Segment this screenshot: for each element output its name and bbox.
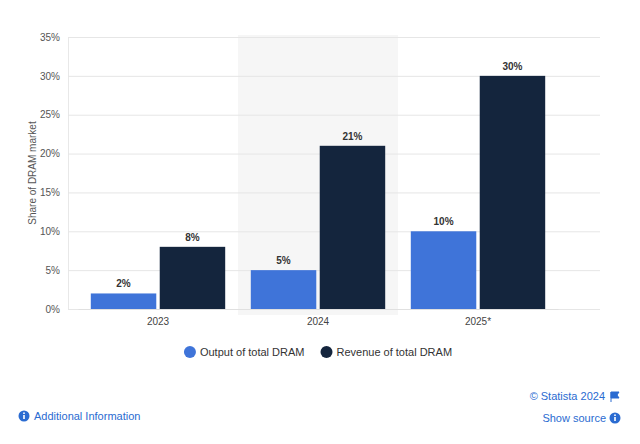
y-tick-label: 35% [40,32,60,43]
flag-icon [611,392,619,402]
bar [411,231,476,309]
y-tick-label: 25% [40,109,60,120]
icon-part [614,414,616,416]
show-source: Show source [542,412,606,424]
icon-part [610,413,621,424]
legend-item: Revenue of total DRAM [320,346,452,358]
y-tick: 35% [40,32,600,43]
y-tick-label: 0% [46,304,61,315]
x-tick: 2024 [307,316,330,327]
legend-swatch [320,346,332,358]
data-labels: 2% 5% 10% 8% 21% 30% [116,61,522,290]
icon-part [19,411,30,422]
y-tick-label: 15% [40,187,60,198]
column-highlight [238,35,398,315]
legend-item: Output of total DRAM [184,346,305,358]
copyright: © Statista 2024 [530,390,605,402]
bar [91,293,156,309]
background [0,0,640,444]
y-tick-label: 20% [40,148,60,159]
grid-line [68,37,600,38]
bar [251,270,316,309]
data-label: 10% [434,216,454,227]
x-axis: 2023 2024 2025* [79,310,559,328]
data-label: 5% [276,255,291,266]
y-tick-label: 10% [40,226,60,237]
icon-part [614,417,616,421]
bars [91,76,545,309]
grid-line [68,309,600,310]
x-tick: 2023 [147,316,170,327]
info-icon [610,413,621,424]
y-axis-line [68,38,69,310]
chart-container: 0% 5% 10% 15% 20% 25% 30% 35% Share of DRAM mark… [0,0,640,444]
info-icon [19,411,30,422]
bar [160,247,225,309]
y-axis-title: Share of DRAM market [27,121,38,225]
data-label: 2% [116,278,131,289]
legend: Output of total DRAM Revenue of total DRA… [184,346,452,358]
additional-information: Additional Information [34,410,140,422]
y-tick-label: 5% [46,265,61,276]
bar [320,146,385,309]
x-axis-line [79,309,559,310]
data-label: 30% [502,61,522,72]
x-tick-label: 2024 [307,316,330,327]
legend-label: Output of total DRAM [200,346,305,358]
chart-svg: 0% 5% 10% 15% 20% 25% 30% 35% Share of DRAM mark… [0,0,640,444]
legend-label: Revenue of total DRAM [336,346,452,358]
icon-part [23,415,25,419]
data-label: 8% [185,232,200,243]
x-tick-label: 2023 [147,316,170,327]
x-tick: 2025* [465,316,491,327]
data-label: 21% [342,131,362,142]
footer: © Statista 2024 Additional Information Sho… [19,390,621,424]
legend-swatch [184,346,196,358]
y-tick-label: 30% [40,71,60,82]
icon-part [23,412,25,414]
bar [480,76,545,309]
x-tick-label: 2025* [465,316,491,327]
y-axis: 0% 5% 10% 15% 20% 25% 30% 35% [40,32,600,315]
